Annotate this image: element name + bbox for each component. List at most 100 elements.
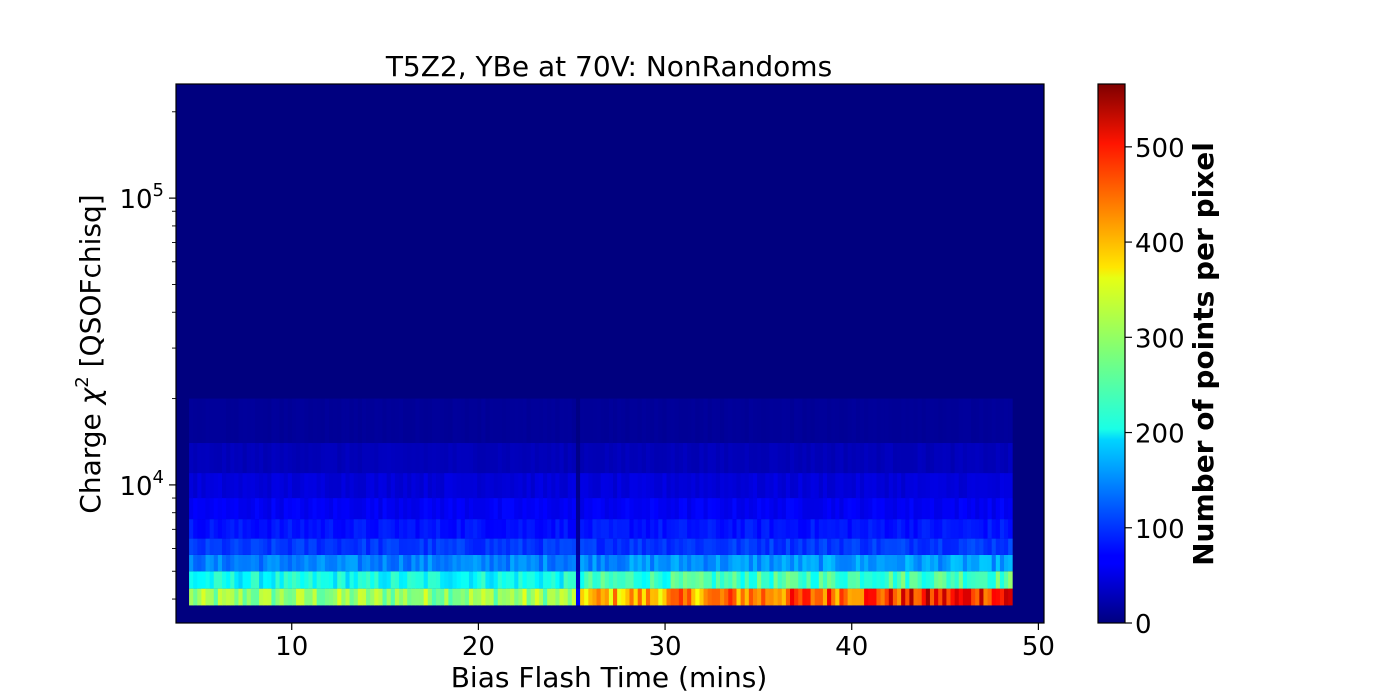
heatmap-cell <box>806 554 811 572</box>
heatmap-cell <box>217 571 223 589</box>
heatmap-cell <box>785 538 791 555</box>
heatmap-cell <box>761 498 766 520</box>
heatmap-cell <box>267 571 272 589</box>
heatmap-cell <box>633 473 639 499</box>
heatmap-cell <box>353 443 359 474</box>
heatmap-cell <box>411 554 416 572</box>
heatmap-cell <box>287 571 293 589</box>
heatmap-cell <box>312 538 318 555</box>
heatmap-cell <box>909 538 914 555</box>
heatmap-cell <box>637 519 643 539</box>
heatmap-cell <box>732 538 737 555</box>
heatmap-cell <box>460 398 466 443</box>
heatmap-cell <box>934 554 939 572</box>
heatmap-cell <box>291 473 297 499</box>
heatmap-cell <box>592 588 597 606</box>
heatmap-cell <box>308 443 313 474</box>
heatmap-cell <box>888 554 894 572</box>
heatmap-cell <box>637 443 643 474</box>
heatmap-cell <box>979 538 984 555</box>
heatmap-cell <box>464 473 470 499</box>
heatmap-cell <box>386 398 392 443</box>
heatmap-cell <box>555 538 560 555</box>
heatmap-cell <box>287 538 293 555</box>
heatmap-cell <box>699 571 704 589</box>
heatmap-cell <box>452 538 458 555</box>
colorbar-label: Number of points per pixel <box>1187 142 1220 566</box>
heatmap-cell <box>551 443 556 474</box>
heatmap-cell <box>798 571 803 589</box>
heatmap-cell <box>250 519 256 539</box>
heatmap-cell <box>946 571 951 589</box>
heatmap-cell <box>835 398 840 443</box>
heatmap-cell <box>217 498 223 520</box>
heatmap-cell <box>650 519 655 539</box>
heatmap-cell <box>596 443 602 474</box>
heatmap-cell <box>938 588 943 606</box>
heatmap-cell <box>485 554 490 572</box>
heatmap-cell <box>699 498 704 520</box>
heatmap-cell <box>308 588 313 606</box>
heatmap-cell <box>345 519 350 539</box>
heatmap-cell <box>283 571 289 589</box>
heatmap-cell <box>436 473 441 499</box>
heatmap-cell <box>551 588 556 606</box>
heatmap-cell <box>374 498 379 520</box>
heatmap-cell <box>728 571 733 589</box>
heatmap-cell <box>761 519 766 539</box>
heatmap-cell <box>316 588 322 606</box>
heatmap-cell <box>468 588 474 606</box>
heatmap-cell <box>917 588 923 606</box>
heatmap-cell <box>201 473 206 499</box>
heatmap-cell <box>353 498 359 520</box>
heatmap-cell <box>687 554 692 572</box>
colorbar-tick-label: 500 <box>1135 134 1185 164</box>
heatmap-cell <box>259 538 264 555</box>
heatmap-cell <box>715 554 721 572</box>
heatmap-cell <box>588 519 593 539</box>
heatmap-cell <box>497 571 503 589</box>
heatmap-cell <box>658 398 663 443</box>
heatmap-cell <box>625 498 630 520</box>
heatmap-cell <box>966 398 972 443</box>
heatmap-cell <box>217 473 223 499</box>
heatmap-cell <box>991 498 997 520</box>
heatmap-cell <box>769 498 774 520</box>
heatmap-cell <box>600 498 606 520</box>
heatmap-cell <box>765 571 770 589</box>
heatmap-cell <box>790 498 795 520</box>
heatmap-cell <box>543 398 548 443</box>
heatmap-cell <box>575 588 581 606</box>
heatmap-cell <box>489 538 495 555</box>
heatmap-cell <box>333 538 338 555</box>
heatmap-cell <box>440 571 445 589</box>
heatmap-cell <box>617 588 622 606</box>
heatmap-cell <box>386 473 392 499</box>
heatmap-cell <box>913 398 918 443</box>
heatmap-cell <box>370 398 375 443</box>
heatmap-cell <box>571 538 577 555</box>
x-tick-label: 50 <box>1022 632 1055 662</box>
heatmap-cell <box>300 473 305 499</box>
heatmap-cell <box>892 398 898 443</box>
heatmap-cell <box>189 473 194 499</box>
x-tick-label: 40 <box>835 632 868 662</box>
heatmap-cell <box>329 443 334 474</box>
heatmap-cell <box>279 571 285 589</box>
heatmap-cell <box>880 398 886 443</box>
heatmap-cell <box>851 519 857 539</box>
heatmap-cell <box>213 519 219 539</box>
heatmap-cell <box>246 538 252 555</box>
heatmap-cell <box>995 443 1001 474</box>
heatmap-cell <box>390 571 396 589</box>
heatmap-cell <box>921 538 927 555</box>
heatmap-cell <box>769 538 774 555</box>
heatmap-cell <box>567 443 573 474</box>
heatmap-cell <box>724 554 729 572</box>
heatmap-cell <box>370 519 375 539</box>
heatmap-cell <box>966 554 972 572</box>
heatmap-cell <box>217 398 223 443</box>
heatmap-cell <box>971 571 976 589</box>
heatmap-cell <box>999 498 1005 520</box>
heatmap-cell <box>246 554 252 572</box>
